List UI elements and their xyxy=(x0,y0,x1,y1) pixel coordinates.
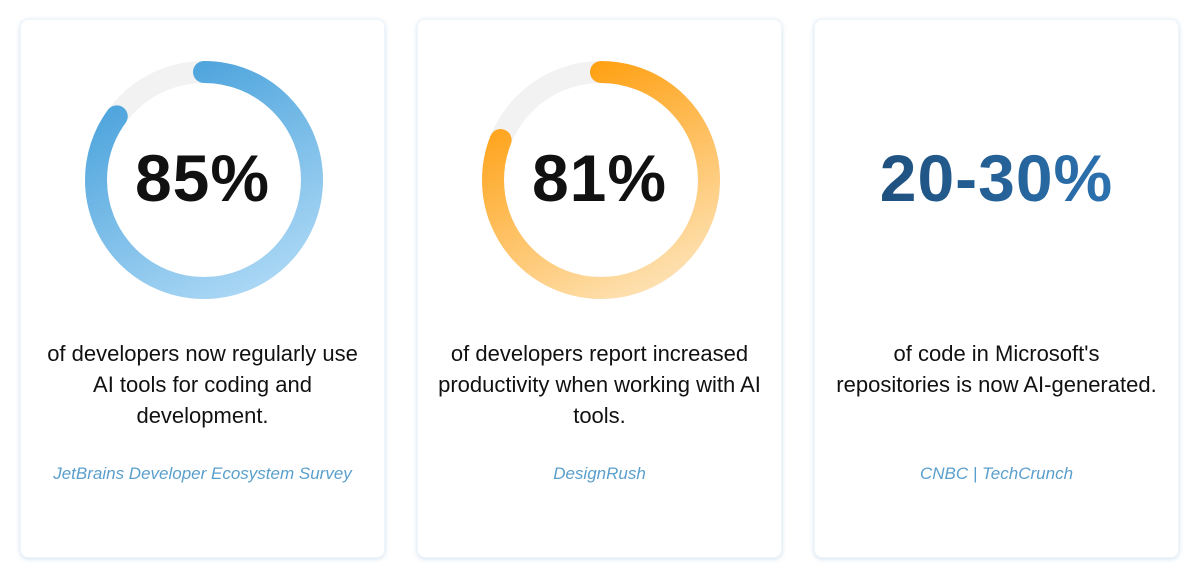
stat-description: of code in Microsoft's repositories is n… xyxy=(836,341,1157,397)
ring-progress xyxy=(482,61,720,299)
progress-ring xyxy=(482,61,720,299)
stat-description: of developers now regularly use AI tools… xyxy=(47,341,358,428)
stat-source: DesignRush xyxy=(553,464,646,483)
stat-description: of developers report increased productiv… xyxy=(438,341,761,428)
stat-card-microsoft: 20-30% of code in Microsoft's repositori… xyxy=(814,19,1179,558)
stat-value: 85% xyxy=(134,141,271,215)
stat-card-designrush: 81% of developers report increased produ… xyxy=(417,19,782,558)
stat-source: CNBC | TechCrunch xyxy=(919,464,1074,483)
stat-source: JetBrains Developer Ecosystem Survey xyxy=(53,464,352,483)
stat-card-jetbrains: 85% of developers now regularly use AI t… xyxy=(20,19,385,558)
ring-progress xyxy=(85,61,323,299)
progress-ring xyxy=(85,61,323,299)
stat-value: 20-30% xyxy=(815,138,1178,218)
stat-value: 81% xyxy=(531,141,668,215)
